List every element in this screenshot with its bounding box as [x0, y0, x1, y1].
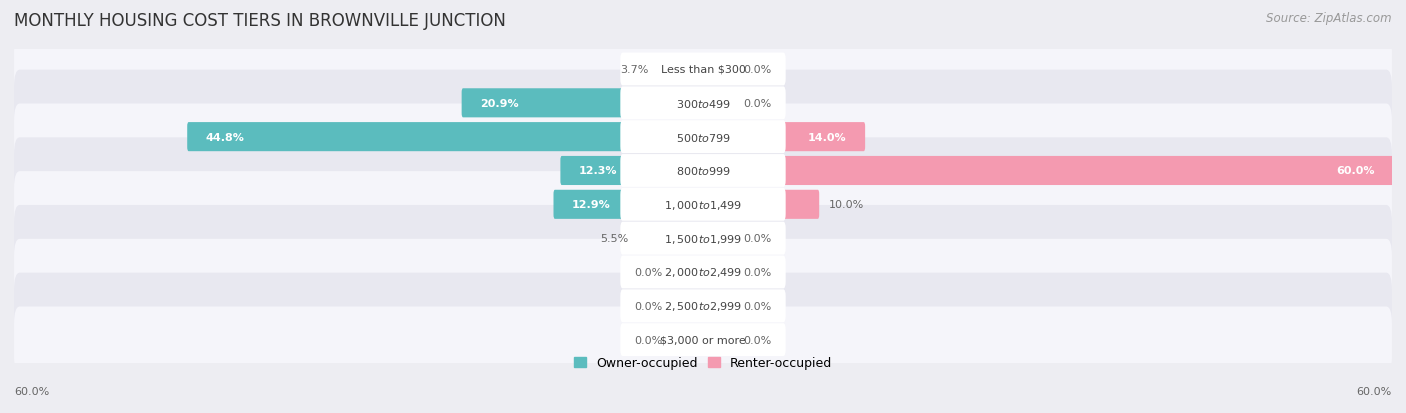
FancyBboxPatch shape [14, 307, 1392, 373]
FancyBboxPatch shape [638, 224, 704, 253]
FancyBboxPatch shape [620, 222, 786, 255]
Text: $500 to $799: $500 to $799 [675, 131, 731, 143]
FancyBboxPatch shape [14, 273, 1392, 339]
FancyBboxPatch shape [702, 190, 820, 219]
FancyBboxPatch shape [620, 323, 786, 356]
Text: $1,500 to $1,999: $1,500 to $1,999 [664, 232, 742, 245]
FancyBboxPatch shape [659, 55, 704, 84]
Text: 0.0%: 0.0% [634, 301, 662, 311]
Text: 44.8%: 44.8% [205, 132, 245, 142]
Text: 0.0%: 0.0% [744, 234, 772, 244]
FancyBboxPatch shape [702, 55, 733, 84]
Text: 0.0%: 0.0% [744, 335, 772, 345]
FancyBboxPatch shape [187, 123, 704, 152]
Text: 20.9%: 20.9% [481, 99, 519, 109]
FancyBboxPatch shape [14, 239, 1392, 305]
FancyBboxPatch shape [620, 256, 786, 289]
Text: 10.0%: 10.0% [830, 200, 865, 210]
FancyBboxPatch shape [14, 172, 1392, 238]
Text: 60.0%: 60.0% [14, 387, 49, 396]
FancyBboxPatch shape [561, 157, 704, 185]
FancyBboxPatch shape [673, 258, 704, 287]
Text: $300 to $499: $300 to $499 [675, 97, 731, 109]
FancyBboxPatch shape [702, 325, 733, 354]
Text: 0.0%: 0.0% [634, 267, 662, 277]
Text: 14.0%: 14.0% [808, 132, 846, 142]
FancyBboxPatch shape [14, 37, 1392, 103]
FancyBboxPatch shape [673, 292, 704, 320]
Text: 3.7%: 3.7% [620, 65, 650, 75]
FancyBboxPatch shape [702, 258, 733, 287]
Text: Less than $300: Less than $300 [661, 65, 745, 75]
Text: $1,000 to $1,499: $1,000 to $1,499 [664, 198, 742, 211]
Text: $2,500 to $2,999: $2,500 to $2,999 [664, 299, 742, 313]
Text: 0.0%: 0.0% [744, 301, 772, 311]
Text: 0.0%: 0.0% [744, 99, 772, 109]
FancyBboxPatch shape [14, 104, 1392, 171]
Text: 0.0%: 0.0% [634, 335, 662, 345]
Text: MONTHLY HOUSING COST TIERS IN BROWNVILLE JUNCTION: MONTHLY HOUSING COST TIERS IN BROWNVILLE… [14, 12, 506, 30]
Text: 0.0%: 0.0% [744, 65, 772, 75]
FancyBboxPatch shape [14, 206, 1392, 272]
FancyBboxPatch shape [673, 325, 704, 354]
FancyBboxPatch shape [702, 292, 733, 320]
FancyBboxPatch shape [702, 89, 733, 118]
FancyBboxPatch shape [620, 121, 786, 154]
Text: 60.0%: 60.0% [1357, 387, 1392, 396]
Text: 5.5%: 5.5% [600, 234, 628, 244]
FancyBboxPatch shape [14, 71, 1392, 137]
Legend: Owner-occupied, Renter-occupied: Owner-occupied, Renter-occupied [569, 352, 837, 373]
Text: 60.0%: 60.0% [1336, 166, 1375, 176]
Text: 0.0%: 0.0% [744, 267, 772, 277]
Text: 12.9%: 12.9% [572, 200, 610, 210]
FancyBboxPatch shape [620, 290, 786, 323]
FancyBboxPatch shape [620, 188, 786, 221]
FancyBboxPatch shape [620, 155, 786, 188]
FancyBboxPatch shape [702, 157, 1393, 185]
Text: $800 to $999: $800 to $999 [675, 165, 731, 177]
Text: 12.3%: 12.3% [579, 166, 617, 176]
Text: $2,000 to $2,499: $2,000 to $2,499 [664, 266, 742, 279]
FancyBboxPatch shape [702, 224, 733, 253]
Text: Source: ZipAtlas.com: Source: ZipAtlas.com [1267, 12, 1392, 25]
FancyBboxPatch shape [14, 138, 1392, 204]
FancyBboxPatch shape [620, 87, 786, 120]
FancyBboxPatch shape [554, 190, 704, 219]
Text: $3,000 or more: $3,000 or more [661, 335, 745, 345]
FancyBboxPatch shape [461, 89, 704, 118]
FancyBboxPatch shape [620, 53, 786, 86]
FancyBboxPatch shape [702, 123, 865, 152]
